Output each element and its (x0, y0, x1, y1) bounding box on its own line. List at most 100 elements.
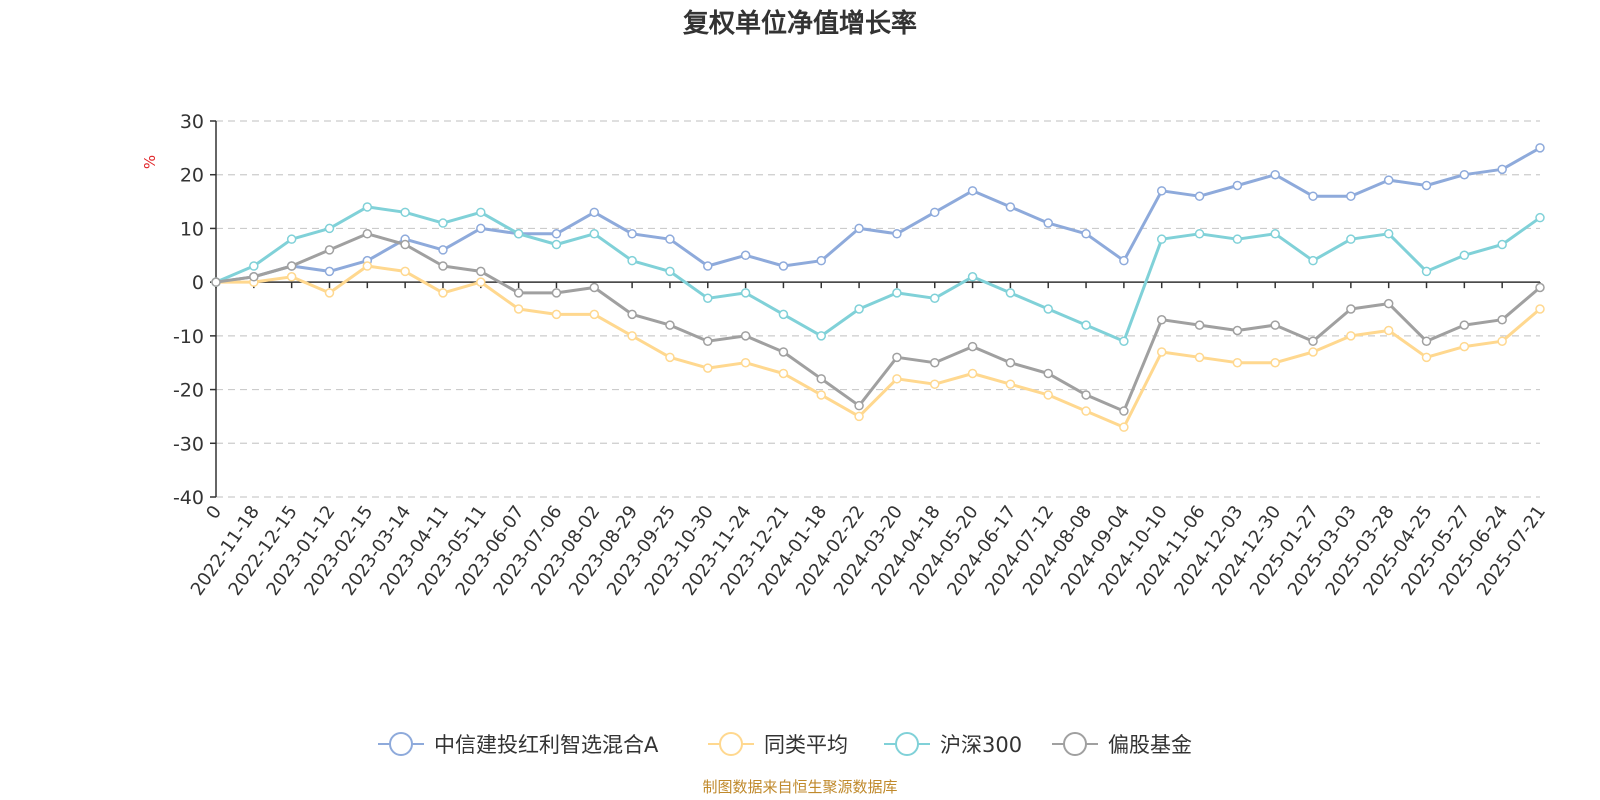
data-point (1270, 357, 1280, 368)
data-point (1497, 314, 1507, 325)
data-point (1346, 304, 1356, 314)
data-point (854, 223, 864, 234)
data-point (665, 266, 675, 277)
legend-item[interactable]: 同类平均 (708, 732, 848, 757)
data-point (1459, 320, 1470, 330)
data-point (1194, 229, 1205, 239)
data-point (362, 261, 373, 271)
data-point (1081, 390, 1091, 400)
legend[interactable]: 中信建投红利智选混合A 同类平均 沪深300 偏股基金 (378, 732, 1192, 757)
y-tick-label: 20 (180, 165, 204, 187)
data-point (1270, 169, 1280, 180)
series-1 (211, 261, 1545, 432)
data-point (816, 390, 827, 400)
series-line (214, 146, 1542, 284)
data-point (400, 239, 410, 250)
data-point (1005, 357, 1016, 368)
data-point (892, 288, 902, 298)
data-point (1156, 234, 1167, 244)
y-tick-label: 0 (192, 272, 204, 294)
data-point (627, 309, 637, 320)
data-point (513, 304, 524, 314)
legend-item[interactable]: 偏股基金 (1052, 732, 1192, 757)
chart-title: 复权单位净值增长率 (683, 8, 917, 39)
data-point (1156, 314, 1167, 325)
data-point (1081, 320, 1091, 330)
data-point (1459, 341, 1470, 352)
data-point (400, 207, 410, 218)
legend-label: 沪深300 (940, 733, 1022, 757)
data-point (476, 277, 486, 287)
data-point (703, 363, 713, 373)
y-tick-label: 10 (180, 218, 204, 240)
data-point (967, 186, 978, 196)
legend-marker (1063, 732, 1087, 756)
data-point (854, 411, 864, 422)
legend-label: 同类平均 (764, 733, 848, 757)
data-point (778, 368, 789, 379)
legend-item[interactable]: 沪深300 (884, 732, 1022, 757)
data-point (892, 352, 902, 363)
data-point (1421, 266, 1432, 277)
data-point (778, 347, 789, 357)
data-point (249, 261, 259, 271)
data-point (1459, 250, 1470, 261)
data-point (1043, 218, 1053, 228)
data-point (1459, 169, 1470, 180)
data-point (665, 320, 675, 330)
data-point (589, 229, 600, 239)
data-point (438, 288, 448, 298)
x-tick-label: 0 (202, 502, 226, 523)
data-point (740, 357, 751, 368)
data-point (438, 261, 448, 271)
data-point (1421, 336, 1432, 346)
data-point (1383, 298, 1394, 309)
data-point (476, 223, 486, 234)
data-point (816, 374, 827, 384)
data-point (892, 229, 902, 239)
legend-label: 偏股基金 (1108, 733, 1192, 757)
data-point (1535, 304, 1545, 314)
data-point (627, 255, 637, 266)
data-point (286, 272, 297, 282)
data-point (400, 266, 410, 277)
legend-item[interactable]: 中信建投红利智选混合A (378, 732, 659, 757)
data-point (1497, 239, 1507, 250)
data-point (1232, 357, 1243, 368)
data-point (1194, 352, 1205, 363)
data-point (476, 266, 486, 277)
data-point (967, 341, 978, 352)
data-point (1043, 368, 1053, 379)
series-line (214, 232, 1542, 413)
data-point (1421, 352, 1432, 363)
data-point (703, 261, 713, 271)
data-point (967, 368, 978, 379)
data-point (1081, 229, 1091, 239)
data-point (1119, 336, 1129, 346)
data-point (211, 277, 221, 287)
data-point (1308, 191, 1318, 201)
legend-label: 中信建投红利智选混合A (434, 733, 659, 757)
data-point (589, 207, 600, 218)
data-point (665, 352, 675, 363)
data-point (362, 229, 373, 239)
data-point (1119, 255, 1129, 266)
series-3 (211, 229, 1545, 416)
data-point (854, 304, 864, 314)
data-point (740, 331, 751, 341)
data-point (1346, 331, 1356, 341)
data-point (438, 218, 448, 228)
data-point (1535, 282, 1545, 293)
data-point (438, 245, 448, 255)
data-point (892, 374, 902, 384)
data-point (513, 288, 524, 298)
data-point (1535, 143, 1545, 153)
data-point (1156, 347, 1167, 357)
data-point (513, 229, 524, 239)
data-point (854, 400, 864, 411)
data-point (816, 255, 827, 266)
data-point (1232, 325, 1243, 336)
data-point (929, 293, 940, 304)
source-note: 制图数据来自恒生聚源数据库 (702, 778, 897, 796)
